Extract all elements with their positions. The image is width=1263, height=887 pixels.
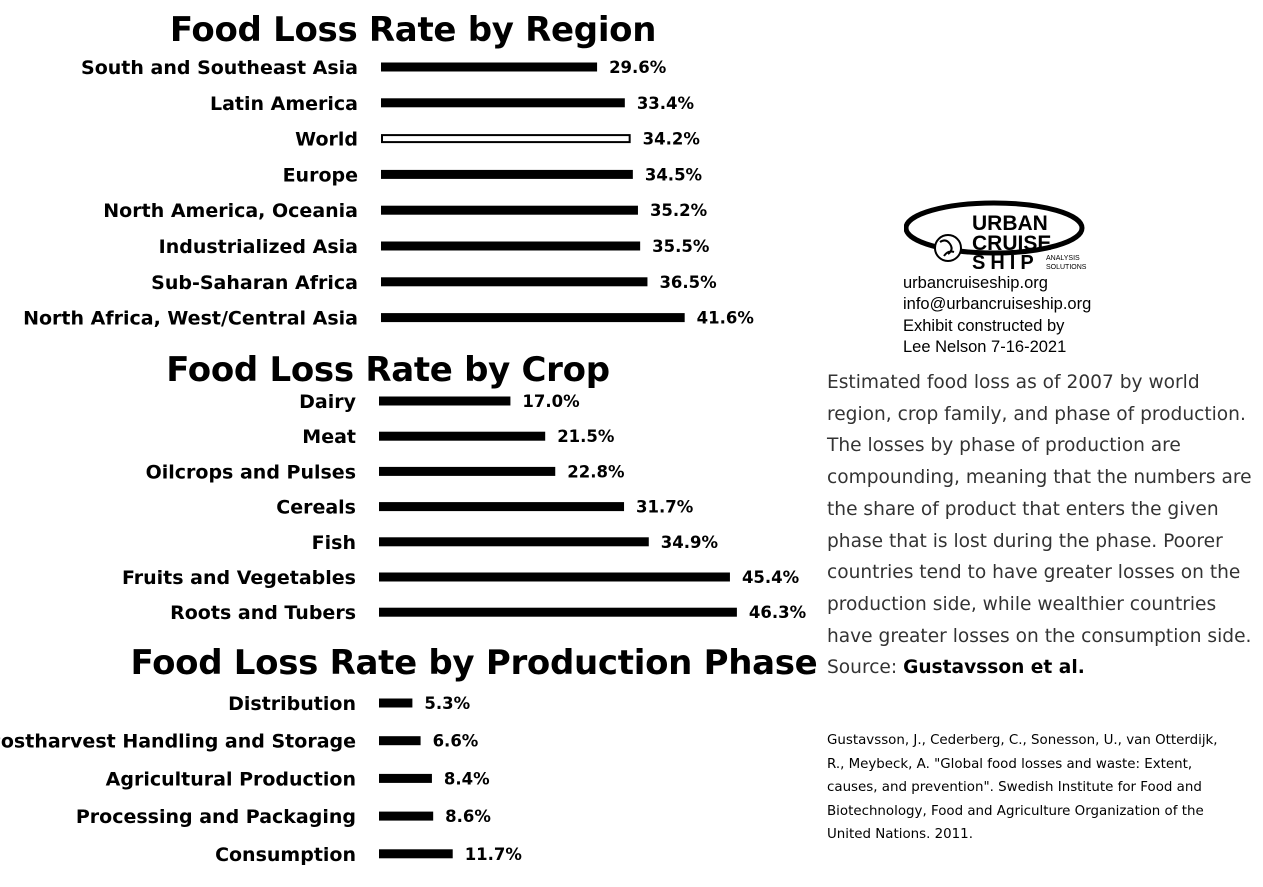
category-label-dairy: Dairy xyxy=(299,391,356,413)
bar-phase-consumption xyxy=(379,849,453,859)
category-label-agricultural-production: Agricultural Production xyxy=(106,768,356,790)
bar-phase-postharvest-handling-and-storage xyxy=(379,736,421,746)
value-label-oilcrops-and-pulses: 22.8% xyxy=(567,462,625,481)
category-label-north-africa-west-central-asia: North Africa, West/Central Asia xyxy=(23,308,358,330)
bar-region-europe xyxy=(381,169,633,179)
category-label-distribution: Distribution xyxy=(228,693,356,715)
value-label-sub-saharan-africa: 36.5% xyxy=(659,273,717,292)
value-label-industrialized-asia: 35.5% xyxy=(652,237,710,256)
category-label-fruits-and-vegetables: Fruits and Vegetables xyxy=(122,567,356,589)
bar-region-latin-america xyxy=(381,98,625,108)
source-name: Gustavsson et al. xyxy=(903,657,1085,679)
reference-citation: Gustavsson, J., Cederberg, C., Sonesson,… xyxy=(827,733,1218,843)
bar-crop-roots-and-tubers xyxy=(379,607,737,617)
chart-title-crop: Food Loss Rate by Crop xyxy=(166,350,610,390)
bar-region-industrialized-asia xyxy=(381,241,641,251)
contact-info: urbancruiseship.org info@urbancruiseship… xyxy=(903,273,1091,358)
value-label-processing-and-packaging: 8.6% xyxy=(445,807,491,826)
value-label-roots-and-tubers: 46.3% xyxy=(749,603,807,622)
value-label-agricultural-production: 8.4% xyxy=(444,769,490,788)
value-label-fruits-and-vegetables: 45.4% xyxy=(742,568,800,587)
value-label-north-africa-west-central-asia: 41.6% xyxy=(697,309,755,328)
bar-crop-fruits-and-vegetables xyxy=(379,572,730,582)
source-prefix: Source: xyxy=(827,657,898,679)
category-label-fish: Fish xyxy=(312,532,356,554)
email-link[interactable]: info@urbancruiseship.org xyxy=(903,295,1092,314)
website-link[interactable]: urbancruiseship.org xyxy=(903,274,1048,292)
bar-crop-meat xyxy=(379,431,546,441)
bar-phase-distribution xyxy=(379,698,413,708)
urban-cruise-ship-logo: URBAN CRUISE SHIP ANALYSIS SOLUTIONS xyxy=(903,198,1089,274)
logo-line-3: SHIP xyxy=(972,252,1039,274)
chart-title-phase: Food Loss Rate by Production Phase xyxy=(130,643,818,683)
value-label-world: 34.2% xyxy=(643,130,701,149)
category-label-processing-and-packaging: Processing and Packaging xyxy=(76,806,356,828)
logo-line-1: URBAN xyxy=(972,212,1048,235)
category-label-cereals: Cereals xyxy=(276,497,356,519)
category-label-oilcrops-and-pulses: Oilcrops and Pulses xyxy=(146,461,356,483)
bar-phase-processing-and-packaging xyxy=(379,811,434,821)
chart-title-region: Food Loss Rate by Region xyxy=(169,10,657,50)
category-label-postharvest-handling-and-storage: Postharvest Handling and Storage xyxy=(0,731,356,753)
value-label-meat: 21.5% xyxy=(557,427,615,446)
value-label-postharvest-handling-and-storage: 6.6% xyxy=(433,732,479,751)
bar-crop-dairy xyxy=(379,396,511,406)
bar-crop-oilcrops-and-pulses xyxy=(379,466,556,476)
value-label-europe: 34.5% xyxy=(645,165,703,184)
logo-line-2: CRUISE xyxy=(972,232,1051,255)
bar-region-north-africa-west-central-asia xyxy=(381,313,685,323)
category-label-world: World xyxy=(295,129,358,151)
bar-crop-cereals xyxy=(379,502,625,512)
value-label-south-and-southeast-asia: 29.6% xyxy=(609,58,667,77)
category-label-south-and-southeast-asia: South and Southeast Asia xyxy=(81,57,358,79)
value-label-distribution: 5.3% xyxy=(424,694,470,713)
bar-region-north-america-oceania xyxy=(381,205,638,215)
logo-tagline-2: SOLUTIONS xyxy=(1046,264,1087,271)
value-label-north-america-oceania: 35.2% xyxy=(650,201,708,220)
value-label-fish: 34.9% xyxy=(661,533,719,552)
bar-region-world xyxy=(381,134,631,144)
category-label-meat: Meat xyxy=(302,426,356,448)
category-label-consumption: Consumption xyxy=(215,844,356,866)
category-label-europe: Europe xyxy=(283,164,358,186)
category-label-roots-and-tubers: Roots and Tubers xyxy=(170,602,356,624)
bar-phase-agricultural-production xyxy=(379,773,432,783)
value-label-latin-america: 33.4% xyxy=(637,94,695,113)
value-label-consumption: 11.7% xyxy=(465,845,523,864)
value-label-dairy: 17.0% xyxy=(522,392,580,411)
globe-icon xyxy=(934,234,962,262)
credit-line-2: Lee Nelson 7-16-2021 xyxy=(903,337,1067,356)
value-label-cereals: 31.7% xyxy=(636,498,694,517)
bar-crop-fish xyxy=(379,537,649,547)
logo-tagline-1: ANALYSIS xyxy=(1046,255,1080,262)
bar-region-sub-saharan-africa xyxy=(381,277,648,287)
category-label-north-america-oceania: North America, Oceania xyxy=(103,200,358,222)
credit-line-1: Exhibit constructed by xyxy=(903,316,1065,335)
category-label-latin-america: Latin America xyxy=(210,93,358,115)
description-text: Estimated food loss as of 2007 by world … xyxy=(827,367,1252,684)
category-label-industrialized-asia: Industrialized Asia xyxy=(159,236,358,258)
category-label-sub-saharan-africa: Sub-Saharan Africa xyxy=(151,272,358,294)
bar-region-south-and-southeast-asia xyxy=(381,62,598,72)
description-body: Estimated food loss as of 2007 by world … xyxy=(827,372,1252,647)
